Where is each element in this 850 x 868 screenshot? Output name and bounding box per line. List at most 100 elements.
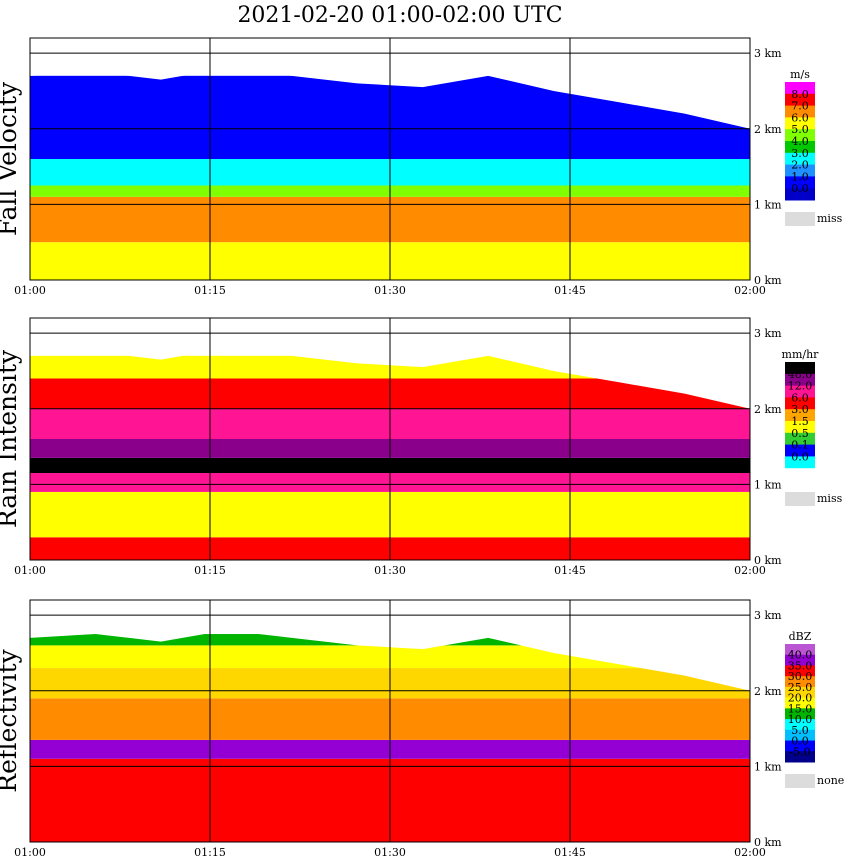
- legend-swatch: [785, 740, 815, 752]
- height-tick-label: 0 km: [754, 836, 782, 849]
- figure-title: 2021-02-20 01:00-02:00 UTC: [237, 3, 562, 28]
- time-tick-label: 02:00: [734, 846, 766, 859]
- legend-swatch: [785, 421, 815, 434]
- legend-swatch: [785, 164, 815, 177]
- legend-swatch: [785, 697, 815, 709]
- legend-level-label: 35.0: [788, 659, 813, 672]
- legend-level-label: 10.0: [788, 713, 813, 726]
- time-tick-label: 01:15: [194, 284, 226, 297]
- height-tick-label: 2 km: [754, 403, 782, 416]
- legend-swatch: [785, 444, 815, 457]
- time-tick-label: 01:45: [554, 846, 586, 859]
- legend-swatch: [785, 729, 815, 742]
- legend-level-label: 0.0: [791, 182, 809, 195]
- legend-swatch: [785, 141, 815, 154]
- panel-title: Fall Velocity: [0, 81, 22, 236]
- time-tick-label: 01:15: [194, 846, 226, 859]
- legend-swatch: [785, 93, 815, 107]
- time-tick-label: 01:00: [14, 564, 46, 577]
- legend-level-label: 1.0: [791, 170, 809, 183]
- legend-swatch: [785, 654, 815, 666]
- legend-level-label: 30.0: [788, 670, 813, 683]
- legend-level-label: 5.0: [791, 724, 809, 737]
- legend-swatch: [785, 362, 815, 375]
- legend-missing-swatch: [785, 212, 815, 226]
- panel-title: Rain Intensity: [0, 349, 22, 528]
- legend-swatch: [785, 152, 815, 166]
- legend-level-label: 48.0: [788, 368, 813, 381]
- height-tick-label: 2 km: [754, 685, 782, 698]
- height-tick-label: 2 km: [754, 123, 782, 136]
- legend-swatch: [785, 751, 815, 763]
- time-tick-label: 01:15: [194, 564, 226, 577]
- time-tick-label: 01:45: [554, 284, 586, 297]
- legend-swatch: [785, 385, 815, 398]
- legend-level-label: -5.0: [789, 745, 810, 758]
- legend-level-label: 3.0: [791, 403, 809, 416]
- time-tick-label: 01:30: [374, 284, 406, 297]
- time-tick-label: 01:00: [14, 284, 46, 297]
- time-tick-label: 01:00: [14, 846, 46, 859]
- legend-swatch: [785, 468, 815, 481]
- legend-unit: m/s: [790, 68, 810, 81]
- time-tick-label: 02:00: [734, 284, 766, 297]
- legend-swatch: [785, 373, 815, 387]
- legend-level-label: 40.0: [788, 649, 813, 662]
- legend-missing-swatch: [785, 774, 815, 788]
- legend-level-label: 20.0: [788, 692, 813, 705]
- plot-frame: [29, 317, 751, 561]
- legend-unit: mm/hr: [782, 348, 820, 361]
- legend-swatch: [785, 129, 815, 142]
- height-tick-label: 1 km: [754, 198, 782, 211]
- time-tick-label: 02:00: [734, 564, 766, 577]
- height-tick-label: 0 km: [754, 274, 782, 287]
- panel-2: 0 km 1 km 2 km 3 km 01:00 01:15 01:30 01:45 02:0…: [0, 317, 843, 577]
- legend-swatch: [785, 409, 815, 422]
- legend-swatch: [785, 432, 815, 446]
- legend-level-label: 0.1: [791, 439, 809, 452]
- legend-swatch: [785, 82, 815, 95]
- legend-swatch: [785, 708, 815, 720]
- legend-swatch: [785, 665, 815, 677]
- legend-swatch: [785, 176, 815, 189]
- legend-level-label: 12.0: [788, 380, 813, 393]
- legend-swatch: [785, 105, 815, 118]
- legend-swatch: [785, 117, 815, 130]
- legend-swatch: [785, 644, 815, 656]
- legend-level-label: 0.5: [791, 427, 809, 440]
- height-tick-label: 1 km: [754, 478, 782, 491]
- legend-swatch: [785, 188, 815, 201]
- panel-3: 0 km 1 km 2 km 3 km 01:00 01:15 01:30 01:45 02:0…: [0, 599, 844, 859]
- legend-missing-label: none: [817, 774, 844, 787]
- time-tick-label: 01:30: [374, 564, 406, 577]
- plot-frame: [29, 599, 751, 843]
- height-tick-label: 3 km: [754, 47, 782, 60]
- legend-level-label: 3.0: [791, 147, 809, 160]
- panel-title: Reflectivity: [0, 648, 22, 792]
- legend-missing-label: miss: [817, 212, 843, 225]
- plot-frame: [29, 37, 751, 281]
- legend-swatch: [785, 397, 815, 410]
- legend-level-label: 0.0: [791, 450, 809, 463]
- legend-level-label: 6.0: [791, 391, 809, 404]
- time-tick-label: 01:45: [554, 564, 586, 577]
- legend-level-label: 0.0: [791, 735, 809, 748]
- legend-level-label: 15.0: [788, 702, 813, 715]
- legend-swatch: [785, 719, 815, 731]
- legend-swatch: [785, 456, 815, 469]
- legend-level-label: 6.0: [791, 111, 809, 124]
- legend-level-label: 4.0: [791, 135, 809, 148]
- panel-1: 0 km 1 km 2 km 3 km 01:00 01:15 01:30 01:45 02:0…: [0, 37, 843, 297]
- legend-level-label: 5.0: [791, 123, 809, 136]
- legend-level-label: 8.0: [791, 88, 809, 101]
- height-tick-label: 0 km: [754, 554, 782, 567]
- legend-level-label: 25.0: [788, 681, 813, 694]
- legend-level-label: 2.0: [791, 159, 809, 172]
- time-tick-label: 01:30: [374, 846, 406, 859]
- legend-level-label: 7.0: [791, 100, 809, 113]
- height-tick-label: 3 km: [754, 327, 782, 340]
- legend-missing-swatch: [785, 492, 815, 506]
- legend-swatch: [785, 676, 815, 688]
- legend-unit: dBZ: [789, 630, 812, 643]
